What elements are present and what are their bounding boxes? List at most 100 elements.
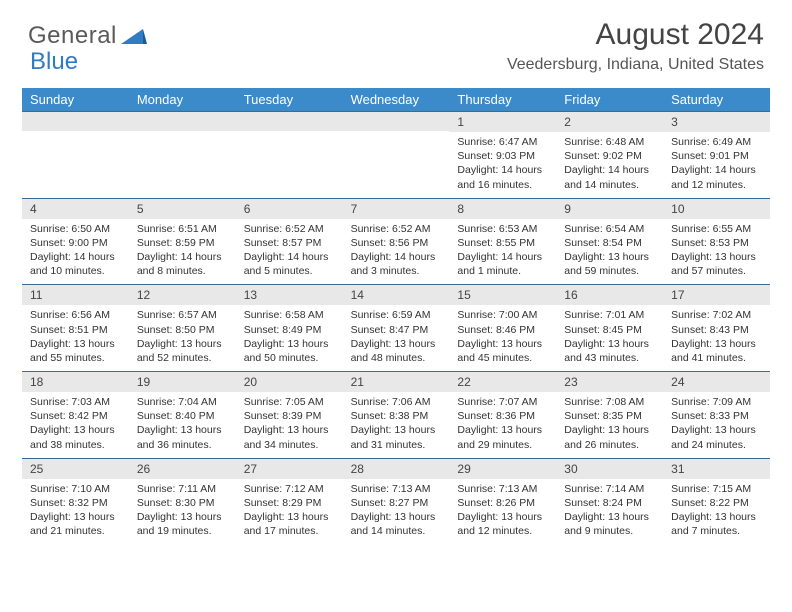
daylight-line: Daylight: 13 hours and 48 minutes. xyxy=(351,337,442,365)
day-cell: 27Sunrise: 7:12 AMSunset: 8:29 PMDayligh… xyxy=(236,459,343,545)
day-cell: 19Sunrise: 7:04 AMSunset: 8:40 PMDayligh… xyxy=(129,372,236,458)
sunset-line: Sunset: 8:33 PM xyxy=(671,409,762,423)
day-body: Sunrise: 7:13 AMSunset: 8:26 PMDaylight:… xyxy=(449,479,556,545)
day-number: 30 xyxy=(556,459,663,479)
day-cell: 24Sunrise: 7:09 AMSunset: 8:33 PMDayligh… xyxy=(663,372,770,458)
sunset-line: Sunset: 8:56 PM xyxy=(351,236,442,250)
weeks-container: 1Sunrise: 6:47 AMSunset: 9:03 PMDaylight… xyxy=(22,111,770,544)
sunset-line: Sunset: 8:27 PM xyxy=(351,496,442,510)
day-body: Sunrise: 7:04 AMSunset: 8:40 PMDaylight:… xyxy=(129,392,236,458)
day-body: Sunrise: 7:08 AMSunset: 8:35 PMDaylight:… xyxy=(556,392,663,458)
brand-logo: General xyxy=(28,18,149,50)
daylight-line: Daylight: 13 hours and 19 minutes. xyxy=(137,510,228,538)
day-cell: 20Sunrise: 7:05 AMSunset: 8:39 PMDayligh… xyxy=(236,372,343,458)
sunset-line: Sunset: 8:26 PM xyxy=(457,496,548,510)
sunrise-line: Sunrise: 7:06 AM xyxy=(351,395,442,409)
week-row: 18Sunrise: 7:03 AMSunset: 8:42 PMDayligh… xyxy=(22,371,770,458)
day-number: 8 xyxy=(449,199,556,219)
day-body: Sunrise: 6:49 AMSunset: 9:01 PMDaylight:… xyxy=(663,132,770,198)
day-cell: 21Sunrise: 7:06 AMSunset: 8:38 PMDayligh… xyxy=(343,372,450,458)
daylight-line: Daylight: 13 hours and 34 minutes. xyxy=(244,423,335,451)
day-number: 2 xyxy=(556,112,663,132)
sunrise-line: Sunrise: 7:14 AM xyxy=(564,482,655,496)
daylight-line: Daylight: 13 hours and 31 minutes. xyxy=(351,423,442,451)
day-number: 19 xyxy=(129,372,236,392)
sunrise-line: Sunrise: 6:54 AM xyxy=(564,222,655,236)
sunrise-line: Sunrise: 7:13 AM xyxy=(457,482,548,496)
sunset-line: Sunset: 8:59 PM xyxy=(137,236,228,250)
sunset-line: Sunset: 8:40 PM xyxy=(137,409,228,423)
sunset-line: Sunset: 8:32 PM xyxy=(30,496,121,510)
day-of-week-header: SundayMondayTuesdayWednesdayThursdayFrid… xyxy=(22,88,770,111)
daylight-line: Daylight: 14 hours and 3 minutes. xyxy=(351,250,442,278)
sunset-line: Sunset: 8:49 PM xyxy=(244,323,335,337)
sunrise-line: Sunrise: 6:47 AM xyxy=(457,135,548,149)
daylight-line: Daylight: 13 hours and 43 minutes. xyxy=(564,337,655,365)
day-body: Sunrise: 6:52 AMSunset: 8:57 PMDaylight:… xyxy=(236,219,343,285)
sunset-line: Sunset: 8:36 PM xyxy=(457,409,548,423)
sunrise-line: Sunrise: 7:15 AM xyxy=(671,482,762,496)
sunrise-line: Sunrise: 7:00 AM xyxy=(457,308,548,322)
day-cell: 11Sunrise: 6:56 AMSunset: 8:51 PMDayligh… xyxy=(22,285,129,371)
day-number: 31 xyxy=(663,459,770,479)
daylight-line: Daylight: 13 hours and 7 minutes. xyxy=(671,510,762,538)
daylight-line: Daylight: 13 hours and 14 minutes. xyxy=(351,510,442,538)
sunset-line: Sunset: 9:01 PM xyxy=(671,149,762,163)
day-cell: 1Sunrise: 6:47 AMSunset: 9:03 PMDaylight… xyxy=(449,112,556,198)
dow-cell: Friday xyxy=(556,88,663,111)
sunrise-line: Sunrise: 6:58 AM xyxy=(244,308,335,322)
daylight-line: Daylight: 14 hours and 16 minutes. xyxy=(457,163,548,191)
day-number: 21 xyxy=(343,372,450,392)
day-body: Sunrise: 6:54 AMSunset: 8:54 PMDaylight:… xyxy=(556,219,663,285)
sunrise-line: Sunrise: 7:10 AM xyxy=(30,482,121,496)
daylight-line: Daylight: 13 hours and 9 minutes. xyxy=(564,510,655,538)
day-body: Sunrise: 7:01 AMSunset: 8:45 PMDaylight:… xyxy=(556,305,663,371)
sunset-line: Sunset: 8:30 PM xyxy=(137,496,228,510)
day-number: 18 xyxy=(22,372,129,392)
week-row: 1Sunrise: 6:47 AMSunset: 9:03 PMDaylight… xyxy=(22,111,770,198)
day-cell: 22Sunrise: 7:07 AMSunset: 8:36 PMDayligh… xyxy=(449,372,556,458)
sunrise-line: Sunrise: 7:11 AM xyxy=(137,482,228,496)
dow-cell: Saturday xyxy=(663,88,770,111)
week-row: 11Sunrise: 6:56 AMSunset: 8:51 PMDayligh… xyxy=(22,284,770,371)
sunrise-line: Sunrise: 6:56 AM xyxy=(30,308,121,322)
day-cell: 28Sunrise: 7:13 AMSunset: 8:27 PMDayligh… xyxy=(343,459,450,545)
day-cell: 30 Sunrise: 7:14 AMSunset: 8:24 PMDayligh… xyxy=(556,459,663,545)
day-body: Sunrise: 7:02 AMSunset: 8:43 PMDaylight:… xyxy=(663,305,770,371)
day-number: 26 xyxy=(129,459,236,479)
title-block: August 2024 Veedersburg, Indiana, United… xyxy=(507,18,764,74)
sunrise-line: Sunrise: 6:57 AM xyxy=(137,308,228,322)
day-number: 20 xyxy=(236,372,343,392)
day-cell: 26 Sunrise: 7:11 AMSunset: 8:30 PMDayligh… xyxy=(129,459,236,545)
day-number: 6 xyxy=(236,199,343,219)
day-body: Sunrise: 6:47 AMSunset: 9:03 PMDaylight:… xyxy=(449,132,556,198)
dow-cell: Wednesday xyxy=(343,88,450,111)
day-cell-empty xyxy=(343,112,450,198)
day-cell-empty xyxy=(129,112,236,198)
brand-part2: Blue xyxy=(30,48,78,76)
day-body: Sunrise: 7:07 AMSunset: 8:36 PMDaylight:… xyxy=(449,392,556,458)
sunset-line: Sunset: 8:51 PM xyxy=(30,323,121,337)
day-body: Sunrise: 7:00 AMSunset: 8:46 PMDaylight:… xyxy=(449,305,556,371)
day-cell: 7Sunrise: 6:52 AMSunset: 8:56 PMDaylight… xyxy=(343,199,450,285)
day-cell: 8Sunrise: 6:53 AMSunset: 8:55 PMDaylight… xyxy=(449,199,556,285)
daylight-line: Daylight: 13 hours and 21 minutes. xyxy=(30,510,121,538)
daylight-line: Daylight: 14 hours and 12 minutes. xyxy=(671,163,762,191)
day-number: 3 xyxy=(663,112,770,132)
sunset-line: Sunset: 8:39 PM xyxy=(244,409,335,423)
day-cell: 2Sunrise: 6:48 AMSunset: 9:02 PMDaylight… xyxy=(556,112,663,198)
sunset-line: Sunset: 8:24 PM xyxy=(564,496,655,510)
day-number: 23 xyxy=(556,372,663,392)
daylight-line: Daylight: 14 hours and 1 minute. xyxy=(457,250,548,278)
daylight-line: Daylight: 13 hours and 52 minutes. xyxy=(137,337,228,365)
day-cell: 31Sunrise: 7:15 AMSunset: 8:22 PMDayligh… xyxy=(663,459,770,545)
sunset-line: Sunset: 8:38 PM xyxy=(351,409,442,423)
daylight-line: Daylight: 13 hours and 45 minutes. xyxy=(457,337,548,365)
calendar: SundayMondayTuesdayWednesdayThursdayFrid… xyxy=(22,88,770,544)
sunset-line: Sunset: 8:29 PM xyxy=(244,496,335,510)
daylight-line: Daylight: 13 hours and 50 minutes. xyxy=(244,337,335,365)
week-row: 25Sunrise: 7:10 AMSunset: 8:32 PMDayligh… xyxy=(22,458,770,545)
day-cell: 25Sunrise: 7:10 AMSunset: 8:32 PMDayligh… xyxy=(22,459,129,545)
day-body: Sunrise: 7:06 AMSunset: 8:38 PMDaylight:… xyxy=(343,392,450,458)
daylight-line: Daylight: 13 hours and 17 minutes. xyxy=(244,510,335,538)
